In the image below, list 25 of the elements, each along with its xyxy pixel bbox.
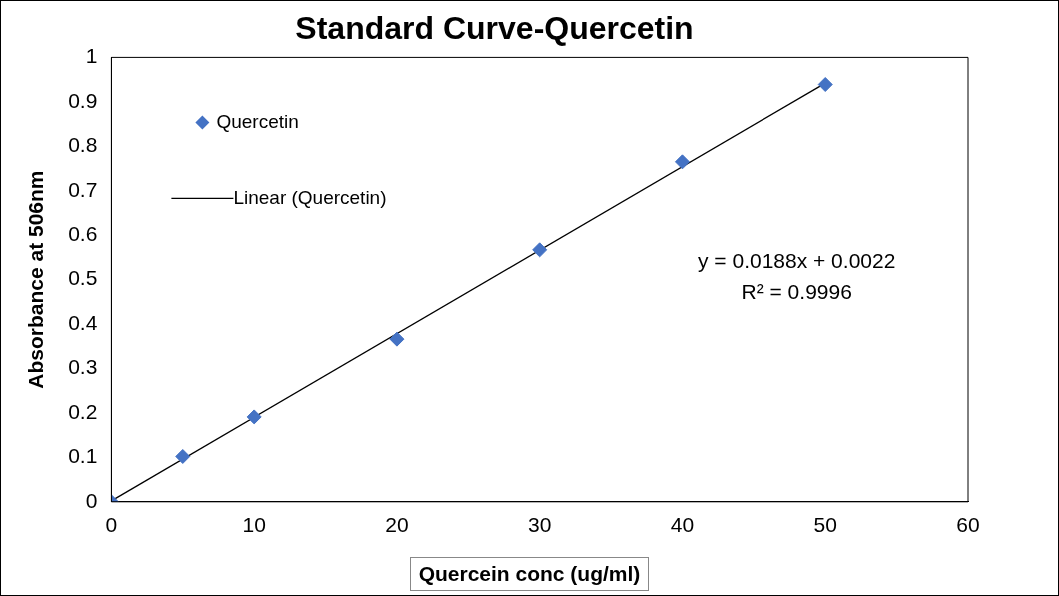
legend-label: Linear (Quercetin) [233,186,387,208]
annotation: y = 0.0188x + 0.0022 [698,249,896,273]
y-tick-label: 0.6 [68,221,98,245]
x-tick-label: 10 [242,513,266,537]
x-tick-label: 20 [385,513,409,537]
y-tick-label: 0.5 [68,266,98,290]
y-tick-label: 0.1 [68,444,98,468]
x-tick-label: 40 [670,513,695,537]
y-tick-label: 0.3 [68,355,98,379]
y-tick-label: 0.9 [68,88,98,112]
x-tick-label: 60 [956,513,980,537]
y-tick-label: 0.8 [68,133,98,157]
x-tick-label: 50 [813,513,837,537]
y-tick-label: 0.2 [68,399,98,423]
x-tick-label: 30 [528,513,552,537]
chart-title: Standard Curve-Quercetin [295,10,694,47]
annotation: R² = 0.9996 [741,280,852,304]
y-tick-label: 0.4 [68,310,98,334]
y-tick-label: 1 [85,44,98,68]
y-tick-label: 0 [85,488,98,512]
x-tick-label: 0 [105,513,118,537]
y-tick-label: 0.7 [68,177,98,201]
legend-label: Quercetin [216,110,299,132]
y-axis-title: Absorbance at 506nm [24,170,48,389]
x-axis-title: Quercein conc (ug/ml) [409,557,650,591]
